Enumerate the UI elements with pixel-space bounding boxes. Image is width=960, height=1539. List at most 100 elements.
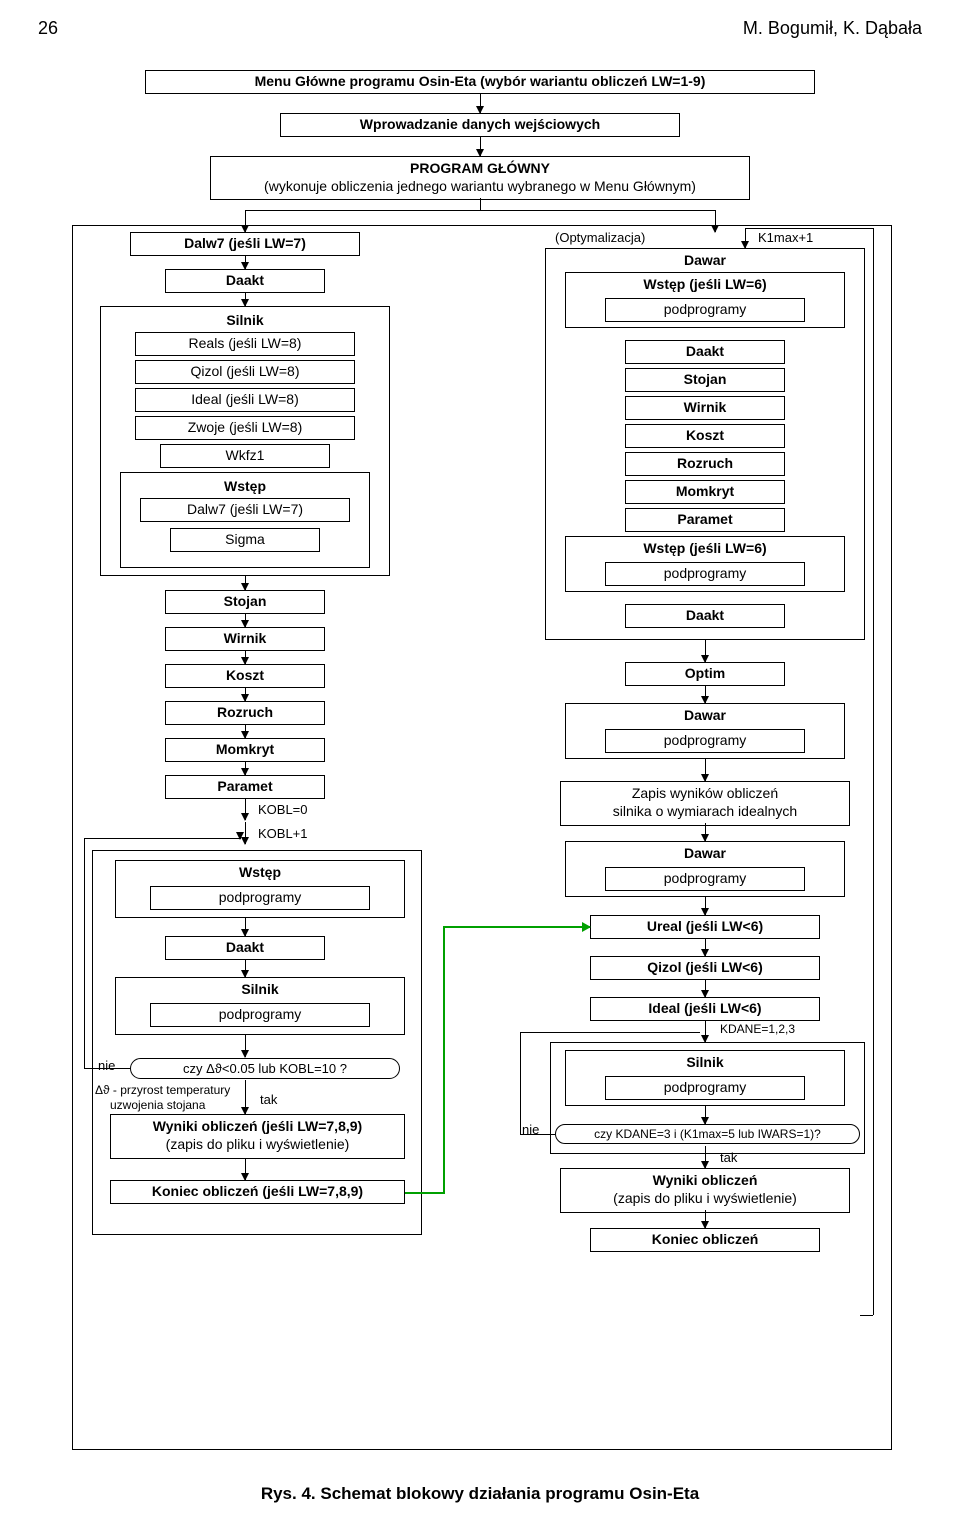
arrow (245, 613, 246, 627)
page-number: 26 (38, 18, 58, 39)
right-dawar3: Dawar (640, 843, 770, 865)
right-wstep6b: Wstęp (jeśli LW=6) (600, 538, 810, 560)
kobl0: KOBL=0 (258, 802, 308, 817)
right-wirnik: Wirnik (625, 396, 785, 420)
right-dawar2: Dawar (640, 705, 770, 727)
left-dalw7: Dalw7 (jeśli LW=7) (130, 232, 360, 256)
arrow (245, 822, 246, 844)
left-wyniki1: Wyniki obliczeń (jeśli LW=7,8,9) (115, 1118, 400, 1136)
arrow (245, 959, 246, 977)
right-optim: Optim (625, 662, 785, 686)
program-box: PROGRAM GŁÓWNY (wykonuje obliczenia jedn… (210, 156, 750, 200)
arrow (705, 897, 706, 915)
left-wstep2: Wstęp (180, 862, 340, 884)
program-sub: (wykonuje obliczenia jednego wariantu wy… (215, 178, 745, 196)
arrow (705, 1210, 706, 1228)
left-tak: tak (260, 1092, 277, 1107)
left-wstep: Wstęp (175, 476, 315, 498)
menu-box: Menu Główne programu Osin-Eta (wybór war… (145, 70, 815, 94)
arrow (245, 255, 246, 269)
authors: M. Bogumił, K. Dąbała (743, 18, 922, 39)
left-dalw7b: Dalw7 (jeśli LW=7) (140, 498, 350, 522)
arrow (705, 1020, 706, 1042)
figure-caption: Rys. 4. Schemat blokowy działania progra… (0, 1484, 960, 1504)
gline-arrow (443, 926, 590, 928)
right-ureal: Ureal (jeśli LW<6) (590, 915, 820, 939)
left-daakt2: Daakt (165, 936, 325, 960)
arrow (245, 292, 246, 306)
line (745, 228, 873, 229)
line (480, 198, 481, 210)
left-decision: czy Δϑ<0.05 lub KOBL=10 ? (130, 1058, 400, 1079)
right-koszt: Koszt (625, 424, 785, 448)
right-daakt: Daakt (625, 340, 785, 364)
right-momkryt: Momkryt (625, 480, 785, 504)
left-zwoje: Zwoje (jeśli LW=8) (135, 416, 355, 440)
left-silnik: Silnik (165, 310, 325, 332)
left-rozruch: Rozruch (165, 701, 325, 725)
right-zapis: Zapis wyników obliczeń silnika o wymiara… (560, 781, 850, 826)
arrow (480, 136, 481, 156)
delta-note2: uzwojenia stojana (110, 1098, 205, 1112)
left-daakt: Daakt (165, 269, 325, 293)
left-qizol: Qizol (jeśli LW=8) (135, 360, 355, 384)
left-ideal: Ideal (jeśli LW=8) (135, 388, 355, 412)
left-silnik2: Silnik (180, 979, 340, 1001)
right-wyniki: Wyniki obliczeń (zapis do pliku i wyświe… (560, 1168, 850, 1213)
right-pod2: podprogramy (605, 562, 805, 586)
left-wyniki: Wyniki obliczeń (jeśli LW=7,8,9) (zapis … (110, 1114, 405, 1159)
arrow (245, 1035, 246, 1057)
arrow (245, 650, 246, 664)
line (520, 1032, 521, 1134)
left-nie: nie (98, 1058, 115, 1073)
line (520, 1134, 555, 1135)
arrow (245, 1158, 246, 1180)
gline (443, 926, 445, 1194)
gline (405, 1192, 443, 1194)
right-pod3: podprogramy (605, 729, 805, 753)
right-stojan: Stojan (625, 368, 785, 392)
arrow (240, 838, 241, 839)
right-wyniki-l2: (zapis do pliku i wyświetlenie) (565, 1190, 845, 1208)
arrow (705, 938, 706, 956)
left-pod2: podprogramy (150, 1003, 370, 1027)
right-decision: czy KDANE=3 i (K1max=5 lub IWARS=1)? (555, 1124, 860, 1144)
arrow (245, 798, 246, 820)
arrow (245, 687, 246, 701)
right-kdane: KDANE=1,2,3 (720, 1022, 795, 1036)
left-wyniki1b: (zapis do pliku i wyświetlenie) (115, 1136, 400, 1154)
input-box: Wprowadzanie danych wejściowych (280, 113, 680, 137)
right-zapis2: silnika o wymiarach idealnych (565, 803, 845, 821)
line (873, 228, 874, 1315)
arrow (705, 979, 706, 997)
left-stojan: Stojan (165, 590, 325, 614)
right-optym: (Optymalizacja) (555, 230, 645, 245)
right-rozruch: Rozruch (625, 452, 785, 476)
left-pod: podprogramy (150, 886, 370, 910)
left-paramet: Paramet (165, 775, 325, 799)
right-paramet: Paramet (625, 508, 785, 532)
arrow (705, 1146, 706, 1168)
line (84, 838, 85, 1068)
right-pod4: podprogramy (605, 867, 805, 891)
right-tak: tak (720, 1150, 737, 1165)
right-zapis1: Zapis wyników obliczeń (565, 785, 845, 803)
kobl1: KOBL+1 (258, 826, 308, 841)
delta-note1: Δϑ - przyrost temperatury (95, 1083, 230, 1097)
right-daakt2: Daakt (625, 604, 785, 628)
right-wyniki-l1: Wyniki obliczeń (565, 1172, 845, 1190)
arrow (705, 640, 706, 662)
arrow (705, 759, 706, 781)
arrow (245, 1080, 246, 1114)
right-dawar: Dawar (640, 250, 770, 272)
program-title: PROGRAM GŁÓWNY (215, 160, 745, 178)
line (84, 1068, 130, 1069)
arrow (245, 576, 246, 590)
line (520, 1032, 700, 1033)
arrow (745, 228, 746, 248)
right-wstep6: Wstęp (jeśli LW=6) (600, 274, 810, 296)
arrow (245, 761, 246, 775)
left-sigma: Sigma (170, 528, 320, 552)
line (84, 838, 240, 839)
left-momkryt: Momkryt (165, 738, 325, 762)
